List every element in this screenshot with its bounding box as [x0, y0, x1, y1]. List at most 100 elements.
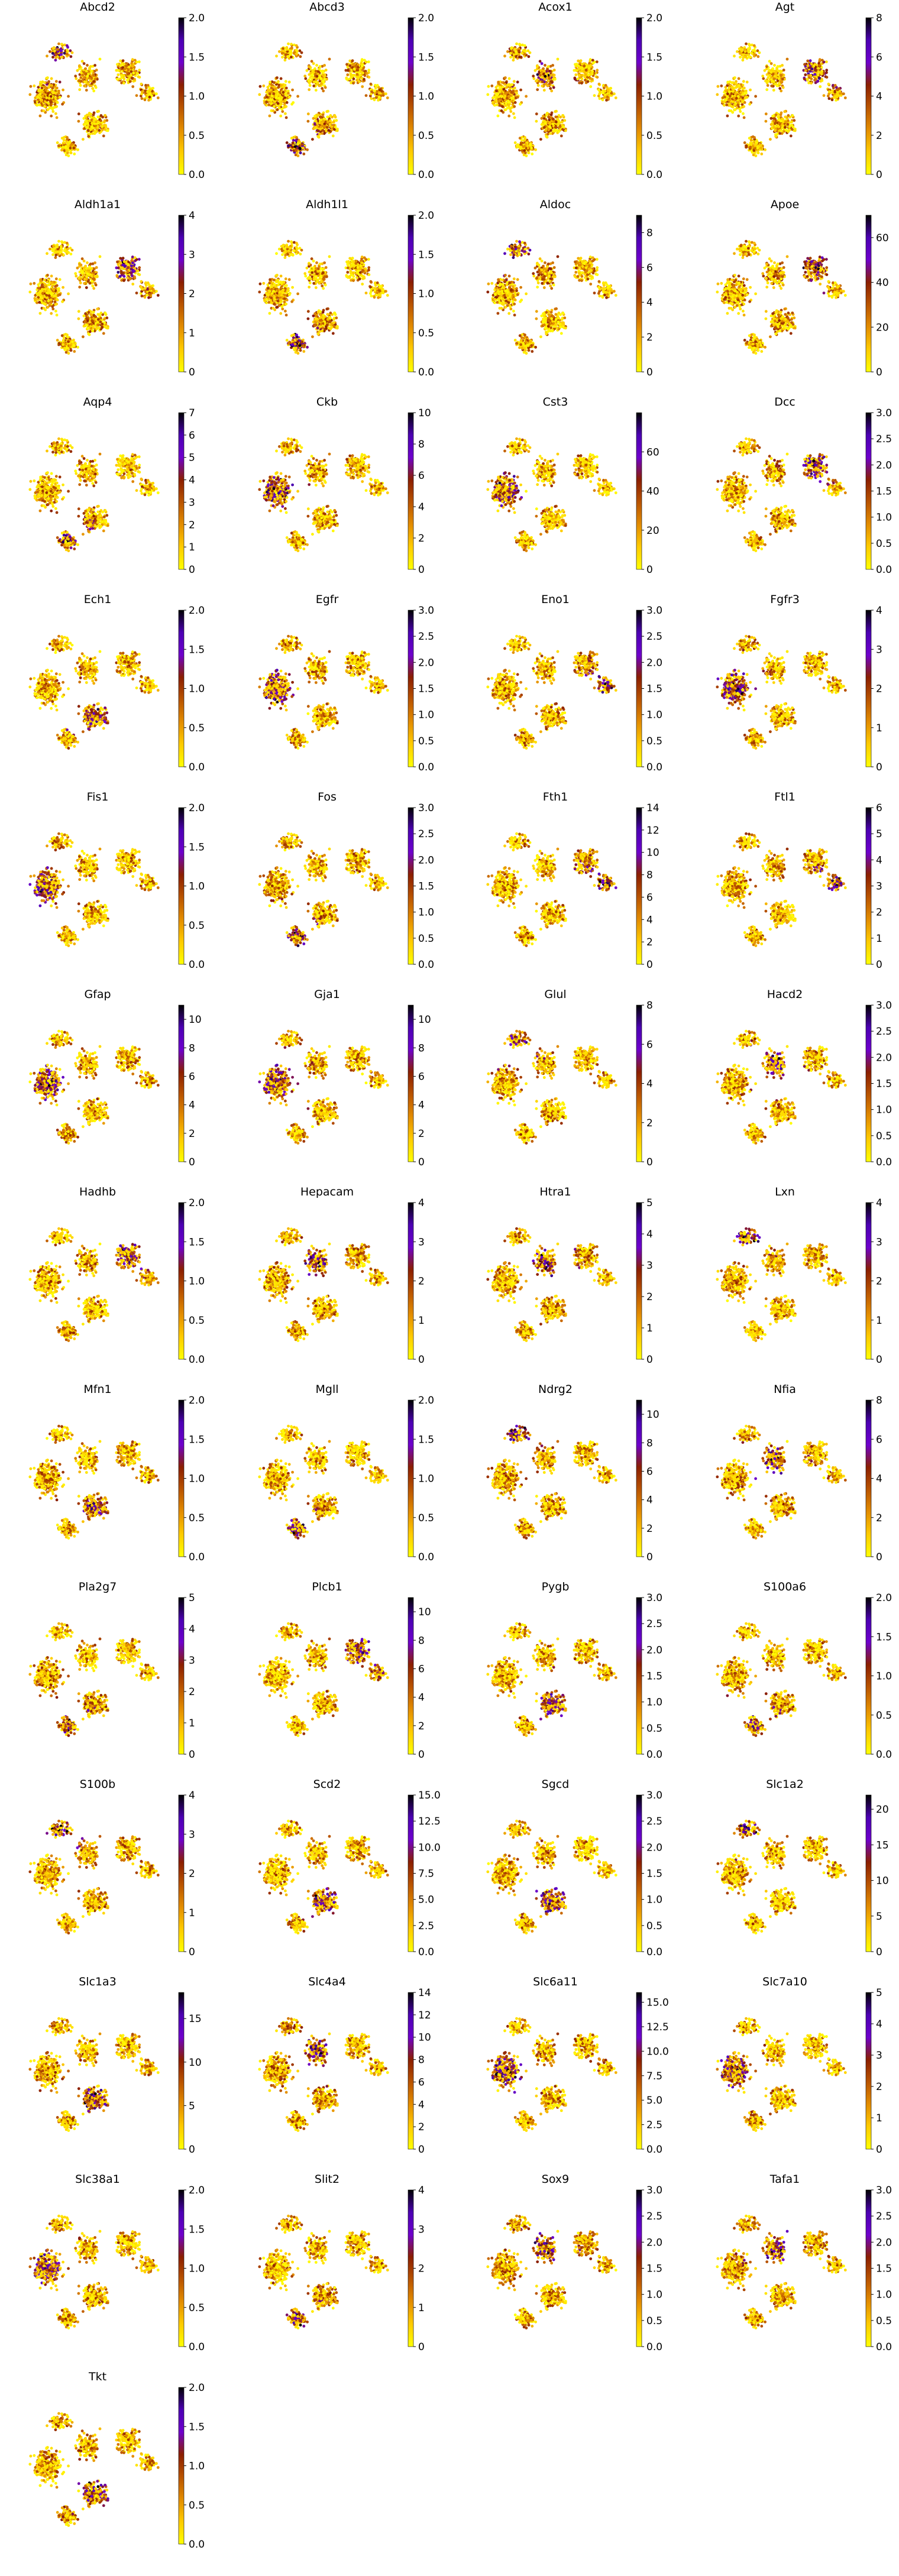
cell-point	[77, 79, 80, 82]
cell-point	[373, 89, 376, 92]
cell-point	[304, 77, 307, 80]
cell-point	[92, 114, 95, 116]
cell-point	[348, 64, 351, 67]
cell-point	[56, 116, 59, 119]
cell-point	[280, 108, 283, 111]
cell-point	[70, 55, 73, 58]
cell-point	[284, 59, 287, 61]
cell-point	[315, 64, 318, 67]
cell-point	[55, 105, 58, 108]
cell-point	[48, 97, 51, 100]
cell-point	[92, 74, 95, 77]
cell-point	[83, 71, 86, 74]
cell-point	[348, 77, 351, 80]
cell-point	[322, 114, 325, 116]
cell-point	[384, 92, 387, 95]
cell-point	[329, 114, 332, 117]
cell-point	[96, 115, 99, 118]
cell-point	[119, 60, 122, 63]
scatter-points	[486, 43, 617, 157]
cell-point	[89, 85, 92, 88]
cell-point	[132, 72, 135, 74]
cell-point	[322, 74, 325, 77]
cell-point	[355, 79, 358, 82]
panel-abcd2: Abcd20.00.51.01.52.0	[28, 1, 205, 181]
cell-point	[302, 147, 305, 150]
cell-point	[85, 126, 88, 129]
cell-point	[28, 93, 31, 96]
cell-point	[368, 76, 371, 79]
cell-point	[285, 87, 288, 90]
cell-point	[66, 50, 69, 53]
cell-point	[127, 69, 130, 72]
cell-point	[86, 75, 89, 78]
cell-point	[316, 135, 319, 138]
cell-point	[51, 108, 54, 111]
panel-title: Acox1	[538, 1, 572, 14]
colorbar-tick-label: 2.0	[189, 12, 205, 24]
cell-point	[75, 77, 77, 80]
cell-point	[283, 50, 286, 53]
cell-point	[287, 92, 290, 95]
cell-point	[39, 92, 42, 95]
cell-point	[615, 96, 617, 99]
cell-point	[90, 77, 93, 80]
cell-point	[309, 84, 312, 87]
cell-point	[61, 103, 64, 106]
cell-point	[326, 121, 329, 124]
cell-point	[57, 43, 60, 46]
cell-point	[66, 136, 69, 139]
cell-point	[99, 119, 102, 122]
cell-point	[84, 67, 87, 70]
cell-point	[365, 94, 368, 97]
cell-point	[93, 64, 96, 67]
cell-point	[288, 96, 291, 99]
cell-point	[125, 64, 128, 67]
cell-point	[269, 115, 271, 118]
cell-point	[85, 119, 88, 122]
cell-point	[135, 94, 138, 97]
cell-point	[64, 145, 67, 148]
cell-point	[50, 115, 53, 118]
cell-point	[52, 47, 55, 50]
cell-point	[307, 120, 310, 123]
cell-point	[284, 53, 287, 56]
cell-point	[329, 123, 332, 126]
cell-point	[315, 77, 318, 80]
colorbar-tick-label: 0.5	[189, 130, 205, 142]
cell-point	[283, 96, 286, 99]
cell-point	[360, 77, 363, 80]
cell-point	[116, 63, 119, 66]
cell-point	[549, 87, 552, 90]
cell-point	[329, 119, 332, 122]
cell-point	[128, 80, 131, 83]
cell-point	[336, 129, 339, 132]
cell-point	[346, 73, 349, 76]
cell-point	[79, 84, 82, 87]
cell-point	[350, 74, 353, 77]
cell-point	[99, 58, 102, 61]
cell-point	[39, 115, 42, 118]
cell-point	[279, 115, 282, 118]
cell-point	[324, 77, 326, 80]
colorbar-tick-label: 0.0	[189, 169, 205, 181]
cell-point	[74, 74, 77, 77]
cell-point	[294, 145, 297, 148]
cell-point	[48, 106, 51, 109]
cell-point	[85, 70, 88, 73]
cell-point	[315, 119, 318, 122]
cell-point	[105, 119, 108, 122]
cell-point	[379, 89, 381, 92]
cell-point	[106, 129, 109, 132]
colorbar-tick-label: 1.5	[189, 51, 205, 63]
cell-point	[57, 92, 60, 95]
cell-point	[50, 84, 53, 87]
cell-point	[265, 101, 268, 103]
cell-point	[54, 112, 57, 115]
cell-point	[100, 114, 103, 117]
cell-point	[92, 80, 95, 83]
cell-point	[277, 102, 280, 105]
panel-title: Abcd3	[309, 1, 345, 14]
